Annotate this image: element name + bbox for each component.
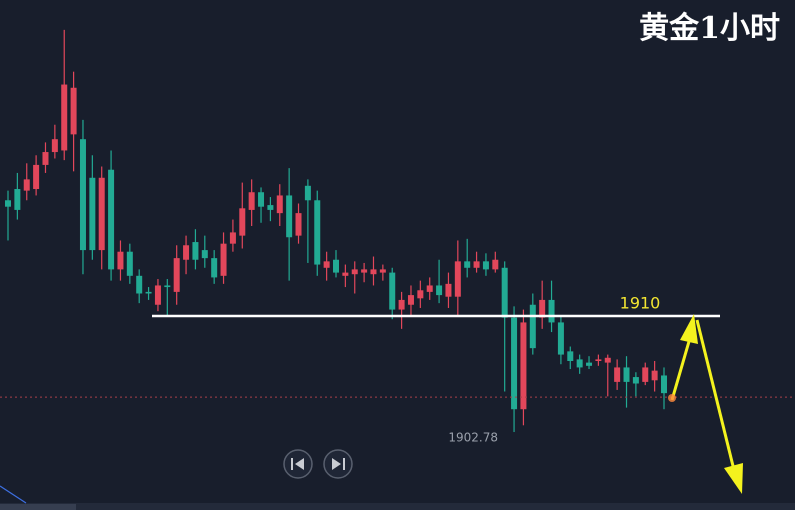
candle-body	[117, 251, 124, 270]
candle-body	[286, 195, 293, 238]
candle-body	[154, 285, 161, 305]
candle-body	[586, 362, 593, 366]
candle-body	[464, 261, 471, 268]
candle-body	[398, 299, 405, 310]
candle-body	[407, 295, 414, 305]
candle-body	[164, 285, 171, 288]
candle-body	[61, 84, 68, 151]
candle-body	[482, 261, 489, 270]
candle-body	[211, 258, 218, 278]
candle-body	[501, 267, 508, 318]
candle-body	[276, 195, 283, 214]
candle-body	[23, 179, 30, 191]
candle-body	[108, 169, 115, 270]
candle-body	[220, 243, 227, 276]
candle-body	[304, 185, 311, 201]
candle-body	[445, 283, 452, 297]
candle-body	[661, 375, 667, 394]
candle-body	[492, 259, 499, 270]
candle-body	[642, 367, 649, 382]
candle-body	[548, 299, 555, 323]
candle-body	[145, 291, 152, 294]
candle-body	[42, 152, 49, 165]
arrow	[670, 314, 743, 494]
candle-body	[623, 367, 630, 382]
candle-body	[539, 299, 546, 318]
candle-body	[14, 189, 21, 210]
low-label: 1902.78	[448, 431, 498, 445]
candle-body	[389, 272, 396, 310]
candle-body	[511, 317, 518, 410]
candle-body	[529, 304, 536, 349]
scrollbar-track	[0, 503, 795, 510]
candle-body	[576, 359, 583, 368]
candle-body	[651, 370, 658, 381]
candle-body	[426, 285, 433, 292]
last-point-glow	[668, 394, 676, 402]
level-label: 1910	[620, 293, 661, 312]
candle-body	[295, 213, 302, 236]
candle-body	[89, 177, 96, 251]
candle-body	[567, 351, 574, 362]
candle-body	[473, 261, 480, 268]
candle-body	[79, 139, 86, 251]
candle-body	[239, 208, 246, 236]
candle-body	[604, 357, 611, 363]
candle-body	[370, 269, 377, 275]
candle-body	[126, 251, 133, 276]
candle-body	[5, 200, 11, 207]
candle-body	[323, 261, 330, 268]
indicator-line	[0, 485, 27, 504]
candle-body	[454, 261, 461, 297]
candle-body	[70, 87, 77, 135]
candle-body	[351, 269, 358, 275]
candle-body	[379, 269, 386, 273]
next-button[interactable]	[323, 449, 353, 479]
candle-body	[267, 205, 274, 210]
candle-body	[557, 322, 564, 355]
chart-title: 黄金1小时	[639, 11, 780, 46]
candle-body	[229, 232, 236, 244]
candle-body	[314, 200, 321, 265]
scrollbar-thumb	[0, 504, 76, 510]
prev-button[interactable]	[283, 449, 313, 479]
candle-body	[632, 377, 639, 384]
candle-body	[361, 269, 368, 273]
candle-body	[417, 290, 424, 299]
candle-body	[136, 275, 143, 294]
candle-body	[342, 272, 349, 276]
candle-body	[192, 242, 199, 260]
candle-body	[248, 192, 255, 210]
candle-body	[614, 367, 621, 382]
candle-body	[595, 359, 602, 362]
candle-body	[173, 258, 180, 292]
candle-body	[258, 192, 265, 207]
candle-body	[333, 259, 339, 273]
candle-body	[51, 139, 58, 153]
candle-body	[520, 322, 527, 410]
candle-body	[201, 250, 208, 259]
candle-body	[98, 177, 105, 251]
candle-body	[33, 164, 40, 190]
candle-body	[436, 285, 443, 296]
candle-body	[183, 245, 190, 260]
